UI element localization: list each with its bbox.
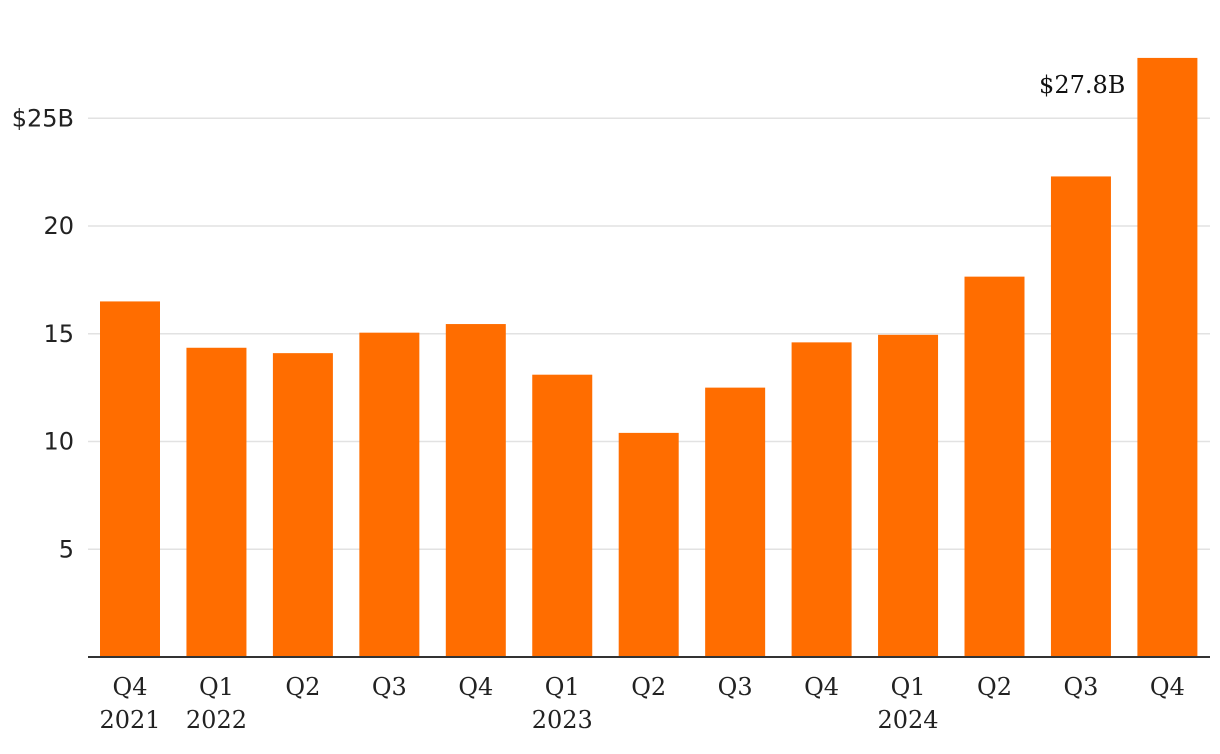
data-label: $27.8B bbox=[1039, 71, 1125, 99]
x-tick-quarter-label: Q1 bbox=[199, 673, 234, 701]
y-tick-label: 10 bbox=[43, 428, 74, 456]
y-axis-tick-labels: 5 10 15 20 $25B bbox=[12, 104, 74, 563]
x-tick-year-label: 2024 bbox=[878, 706, 939, 734]
x-axis-tick-labels: Q4 2021 Q1 2022 Q2 Q3 Q4 Q1 2023 Q2 Q3 Q4 Q1 2024 Q2 Q3… bbox=[99, 673, 1184, 734]
y-tick-label: $25B bbox=[12, 104, 74, 132]
x-tick-year-label: 2021 bbox=[99, 706, 160, 734]
x-tick-year-label: 2023 bbox=[532, 706, 593, 734]
data-labels: $27.8B bbox=[1039, 71, 1125, 99]
bar bbox=[964, 276, 1025, 657]
bar bbox=[445, 324, 506, 657]
bar bbox=[100, 301, 160, 657]
x-tick-quarter-label: Q3 bbox=[1063, 673, 1098, 701]
x-tick-quarter-label: Q1 bbox=[891, 673, 926, 701]
x-tick-quarter-label: Q2 bbox=[285, 673, 320, 701]
x-tick-quarter-label: Q4 bbox=[1150, 673, 1185, 701]
bar bbox=[791, 342, 852, 657]
bar bbox=[1137, 57, 1198, 658]
x-tick-quarter-label: Q2 bbox=[977, 673, 1012, 701]
bar bbox=[878, 334, 939, 657]
bar bbox=[359, 332, 420, 657]
x-tick-quarter-label: Q1 bbox=[545, 673, 580, 701]
x-tick-quarter-label: Q3 bbox=[718, 673, 753, 701]
x-tick-year-label: 2022 bbox=[186, 706, 247, 734]
y-tick-label: 20 bbox=[43, 212, 74, 240]
x-tick-quarter-label: Q4 bbox=[458, 673, 493, 701]
bar bbox=[532, 374, 593, 657]
bar bbox=[186, 347, 247, 657]
bars bbox=[100, 57, 1198, 658]
y-tick-label: 5 bbox=[59, 535, 74, 563]
y-tick-label: 15 bbox=[43, 320, 74, 348]
bar bbox=[272, 353, 333, 657]
x-tick-quarter-label: Q2 bbox=[631, 673, 666, 701]
x-tick-quarter-label: Q4 bbox=[804, 673, 839, 701]
x-tick-quarter-label: Q4 bbox=[113, 673, 148, 701]
bar bbox=[705, 387, 766, 657]
bar bbox=[1050, 176, 1111, 657]
bar bbox=[618, 432, 679, 657]
x-tick-quarter-label: Q3 bbox=[372, 673, 407, 701]
